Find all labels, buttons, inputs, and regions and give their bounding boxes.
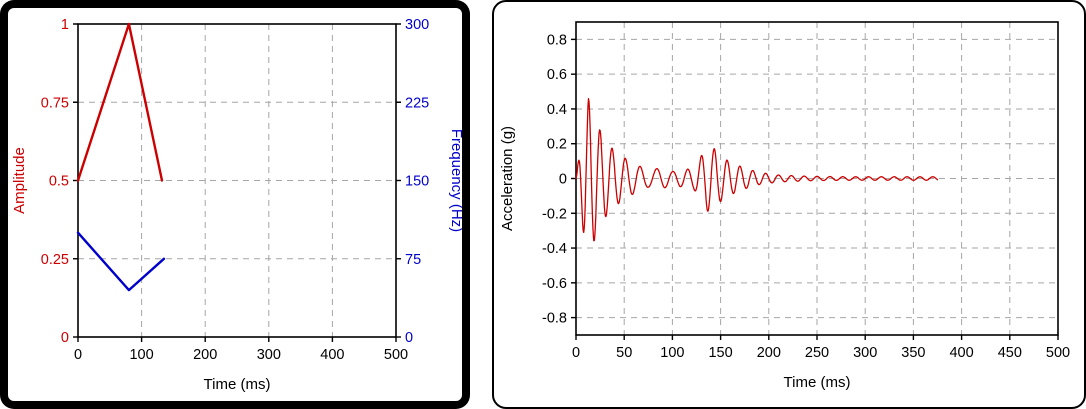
acceleration-panel: 0 50 100 150 200 250 300 350 400 450 500 -0.8 -0.6 -0… bbox=[492, 0, 1086, 409]
svg-text:0.75: 0.75 bbox=[41, 95, 69, 111]
svg-text:400: 400 bbox=[949, 345, 973, 361]
svg-text:0: 0 bbox=[74, 347, 82, 363]
svg-text:150: 150 bbox=[405, 174, 429, 190]
svg-text:100: 100 bbox=[660, 345, 684, 361]
svg-text:450: 450 bbox=[998, 345, 1022, 361]
svg-text:-0.2: -0.2 bbox=[542, 206, 567, 222]
svg-text:250: 250 bbox=[805, 345, 829, 361]
svg-text:0.8: 0.8 bbox=[547, 32, 567, 48]
svg-text:150: 150 bbox=[708, 345, 732, 361]
svg-text:Acceleration (g): Acceleration (g) bbox=[499, 126, 516, 231]
svg-text:300: 300 bbox=[405, 17, 429, 33]
svg-text:1: 1 bbox=[61, 17, 69, 33]
svg-text:0.5: 0.5 bbox=[49, 174, 69, 190]
svg-text:-0.4: -0.4 bbox=[542, 241, 567, 257]
sweep-profile-chart: 0 100 200 300 400 50000.250.50.75107515022530… bbox=[11, 17, 462, 393]
svg-text:Time (ms): Time (ms) bbox=[204, 376, 271, 393]
svg-text:Frequency (Hz): Frequency (Hz) bbox=[448, 129, 462, 232]
svg-text:0: 0 bbox=[61, 330, 69, 346]
acceleration-chart: 0 50 100 150 200 250 300 350 400 450 500 -0.8 -0.6 -0… bbox=[499, 21, 1070, 391]
svg-text:300: 300 bbox=[257, 347, 281, 363]
svg-text:-0.8: -0.8 bbox=[542, 311, 567, 327]
svg-text:225: 225 bbox=[405, 95, 429, 111]
svg-text:300: 300 bbox=[853, 345, 877, 361]
svg-text:0.4: 0.4 bbox=[547, 102, 567, 118]
svg-text:350: 350 bbox=[901, 345, 925, 361]
svg-text:100: 100 bbox=[129, 347, 153, 363]
sweep-profile-chart-area: 0 100 200 300 400 500 0 0.25 0.5 0.75 1 0 75 150 225 30… bbox=[8, 8, 462, 401]
svg-text:75: 75 bbox=[405, 252, 421, 268]
svg-text:0: 0 bbox=[559, 172, 567, 188]
svg-text:50: 50 bbox=[616, 345, 632, 361]
svg-text:0.2: 0.2 bbox=[547, 137, 567, 153]
svg-text:0: 0 bbox=[405, 330, 413, 346]
sweep-profile-panel: 0 100 200 300 400 500 0 0.25 0.5 0.75 1 0 75 150 225 30… bbox=[0, 0, 470, 409]
svg-text:500: 500 bbox=[384, 347, 408, 363]
svg-text:0.6: 0.6 bbox=[547, 67, 567, 83]
svg-text:-0.6: -0.6 bbox=[542, 276, 567, 292]
svg-text:500: 500 bbox=[1046, 345, 1070, 361]
svg-text:200: 200 bbox=[193, 347, 217, 363]
svg-text:0.25: 0.25 bbox=[41, 252, 69, 268]
svg-text:400: 400 bbox=[320, 347, 344, 363]
svg-text:Amplitude: Amplitude bbox=[11, 147, 28, 214]
svg-text:200: 200 bbox=[757, 345, 781, 361]
svg-text:0: 0 bbox=[572, 345, 580, 361]
svg-text:Time (ms): Time (ms) bbox=[784, 374, 851, 391]
